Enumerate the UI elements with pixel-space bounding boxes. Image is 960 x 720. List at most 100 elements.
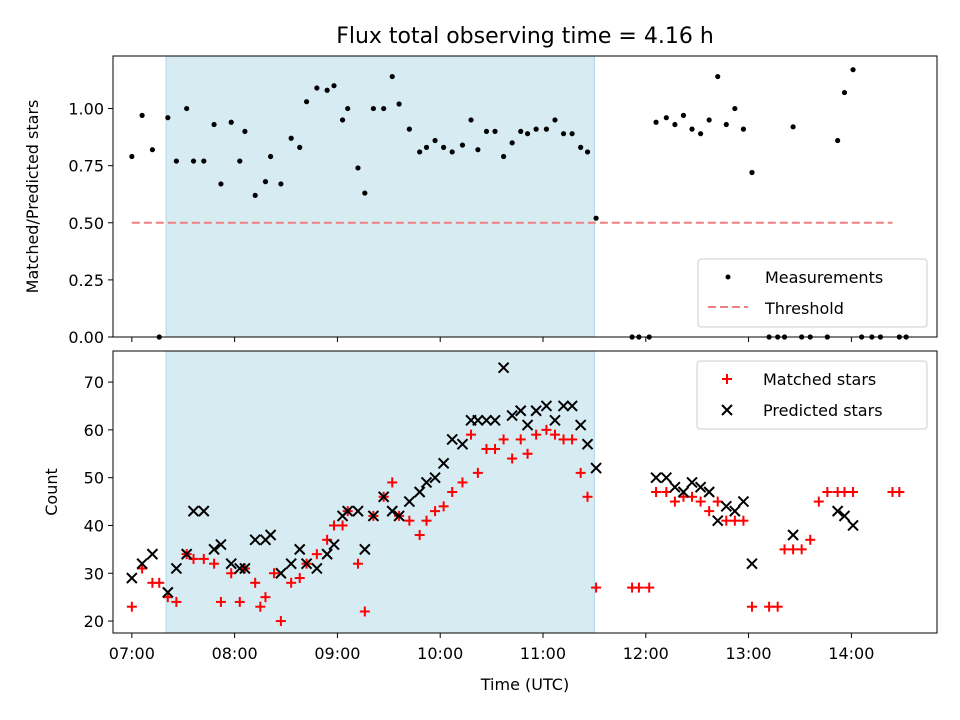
measurement-point [449, 149, 455, 155]
matched-star-point [531, 429, 542, 440]
measurement-point [475, 147, 481, 153]
measurement-point [339, 117, 346, 123]
y-tick-label: 20 [84, 612, 104, 631]
predicted-star-point [239, 562, 251, 575]
matched-star-point [695, 496, 706, 507]
measurements-series [129, 67, 909, 340]
measurement-point [252, 192, 258, 198]
predicted-star-point [403, 495, 416, 508]
y-tick-label: 70 [84, 373, 104, 392]
measurement-point [303, 99, 310, 105]
predicted-star-point [393, 510, 405, 522]
matched-star-point [404, 515, 415, 526]
matched-star-point [651, 487, 662, 497]
predicted-star-point [506, 409, 518, 422]
predicted-star-point [694, 481, 707, 493]
matched-star-point [154, 577, 165, 588]
measurement-point [689, 126, 695, 132]
measurement-point [543, 126, 550, 132]
matched-star-point [438, 501, 449, 512]
measurement-point [381, 105, 387, 112]
top-panel: 0.00 0.25 0.50 0.75 1.00 Flux total observin… [23, 24, 938, 347]
matched-star-point [582, 491, 593, 502]
x-tick-label: 13:00 [726, 644, 772, 663]
matched-star-point [294, 573, 305, 584]
matched-star-point [822, 487, 833, 497]
matched-star-point [558, 434, 569, 445]
measurement-point [396, 101, 402, 107]
matched-star-point [678, 491, 689, 502]
predicted-star-point [677, 486, 690, 498]
matched-star-point [490, 443, 501, 454]
measurement-point [790, 124, 796, 130]
matched-star-point [328, 520, 339, 531]
measurement-point [518, 128, 524, 134]
predicted-star-point [249, 534, 261, 546]
y-tick-label: 0.25 [68, 271, 104, 290]
x-tick-label: 12:00 [623, 644, 669, 663]
matched-star-point [275, 616, 286, 627]
x-tick-label: 11:00 [520, 644, 566, 663]
predicted-star-point [208, 543, 220, 556]
matched-star-point [805, 534, 816, 545]
predicted-star-point [746, 557, 758, 570]
predicted-star-point [359, 543, 371, 556]
matched-star-point [472, 467, 483, 478]
predicted-star-point [838, 510, 851, 522]
measurement-point [417, 149, 423, 155]
legend-measurements-marker [725, 274, 731, 280]
matched-star-point [421, 515, 432, 526]
predicted-star-point [234, 562, 246, 575]
measurement-point [370, 105, 376, 112]
legend-cross-glyph [721, 404, 733, 416]
predicted-star-point [737, 495, 750, 508]
matched-star-point [311, 549, 322, 560]
measurement-point [184, 105, 190, 112]
measurement-point [218, 181, 224, 187]
measurement-point [509, 140, 515, 146]
predicted-star-point [557, 400, 570, 412]
matched-star-point [414, 530, 425, 541]
predicted-star-point [530, 405, 542, 417]
matched-star-point [226, 568, 237, 579]
measurement-point [262, 179, 269, 185]
bottom-legend: Matched stars Predicted stars [696, 360, 928, 430]
predicted-star-point [198, 505, 210, 517]
predicted-star-point [328, 538, 340, 551]
top-x-ticks [131, 337, 852, 342]
predicted-star-point [686, 476, 698, 489]
matched-star-point [137, 563, 148, 574]
predicted-star-point [831, 505, 844, 517]
y-tick-label: 0.50 [68, 214, 104, 233]
predicted-star-point [311, 562, 323, 575]
x-tick-label: 09:00 [314, 644, 360, 663]
predicted-star-point [472, 414, 484, 427]
matched-star-point [522, 448, 533, 459]
matched-star-point [498, 434, 509, 445]
bottom-y-axis-label: Count [42, 468, 61, 516]
predicted-star-point [264, 529, 277, 541]
predicted-star-point [566, 400, 578, 412]
measurement-point [242, 128, 248, 134]
matched-star-point [549, 429, 560, 440]
predicted-stars-series [126, 362, 859, 599]
predicted-star-point [712, 514, 724, 527]
measurement-point [706, 117, 712, 123]
matched-star-point [575, 467, 586, 478]
matched-star-point [633, 582, 644, 593]
measurement-point [552, 117, 558, 123]
measurement-point [149, 147, 156, 153]
matched-star-point [788, 544, 799, 555]
top-legend: Measurements Threshold [697, 258, 928, 328]
measurement-point [560, 131, 567, 137]
legend-plus-glyph [722, 374, 732, 384]
measurement-point [500, 153, 507, 160]
measurement-point [492, 128, 498, 134]
matched-star-point [209, 558, 220, 569]
matched-star-point [669, 496, 680, 507]
predicted-star-point [377, 491, 390, 503]
matched-star-point [507, 453, 518, 464]
predicted-star-point [429, 471, 441, 484]
bottom-axes-frame [112, 350, 938, 634]
measurement-point [288, 135, 294, 141]
